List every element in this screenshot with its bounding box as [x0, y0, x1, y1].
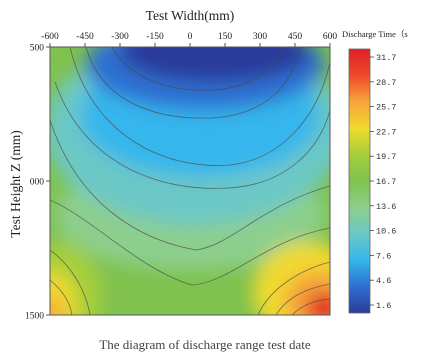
plot-frame	[49, 46, 331, 316]
contour-line	[275, 283, 330, 315]
x-tick-label: 0	[188, 32, 193, 42]
colorbar-tick-label: 7.6	[376, 251, 391, 261]
colorbar-tick-label: 10.6	[376, 227, 396, 237]
contour-line	[257, 261, 330, 315]
contour-line	[69, 47, 330, 166]
colorbar-ticks: 31.7 28.7 25.7 22.7 19.7 16.7 13.6 10.6 7.6 4.6 1.…	[370, 53, 396, 311]
deep-blue-core	[120, 47, 310, 82]
contour-line	[291, 298, 330, 315]
y-tick-label: 1500	[25, 312, 44, 322]
contour-line	[111, 47, 283, 91]
x-tick-label: 450	[288, 32, 303, 42]
colorbar-tick-label: 28.7	[376, 78, 396, 88]
heatmap-fill	[50, 47, 330, 315]
x-axis-title: Test Width(mm)	[146, 8, 235, 23]
contour-line	[50, 199, 330, 286]
x-tick-label: -450	[76, 32, 94, 42]
y-tick-label: 500	[30, 44, 45, 54]
contour-line	[85, 47, 301, 119]
contour-lines	[50, 47, 330, 315]
x-tick-label: 300	[253, 32, 268, 42]
colorbar-tick-label: 22.7	[376, 127, 396, 137]
y-tick-label: 000	[30, 178, 45, 188]
y-axis-ticks: 500 000 1500	[25, 44, 50, 322]
y-axis-title: Test Height Z (mm)	[8, 130, 23, 237]
x-axis-ticks: -600 -450 -300 -150 0 150 300 450 600	[41, 32, 337, 47]
colorbar-tick-label: 4.6	[376, 276, 391, 286]
contour-line	[54, 81, 330, 189]
colorbar-tick-label: 31.7	[376, 53, 396, 63]
x-tick-label: -300	[111, 32, 129, 42]
contour-line	[50, 279, 73, 315]
colorbar-tick-label: 13.6	[376, 202, 396, 212]
contour-line	[50, 119, 330, 251]
x-tick-label: 600	[323, 32, 338, 42]
field-regions	[50, 47, 330, 315]
colorbar-tick-label: 1.6	[376, 301, 391, 311]
x-tick-label: 150	[218, 32, 233, 42]
x-tick-label: -600	[41, 32, 59, 42]
colorbar	[348, 48, 371, 314]
lower-left-orange	[50, 296, 62, 315]
colorbar-tick-label: 19.7	[376, 152, 396, 162]
contour-line	[50, 249, 91, 315]
contour-plot-area	[50, 47, 330, 315]
lower-right-red	[306, 292, 330, 315]
colorbar-tick-label: 16.7	[376, 177, 396, 187]
figure-caption: The diagram of discharge range test date	[99, 337, 311, 352]
x-tick-label: -150	[146, 32, 164, 42]
colorbar-tick-label: 25.7	[376, 103, 396, 113]
colorbar-title: Discharge Time（s	[342, 29, 408, 39]
